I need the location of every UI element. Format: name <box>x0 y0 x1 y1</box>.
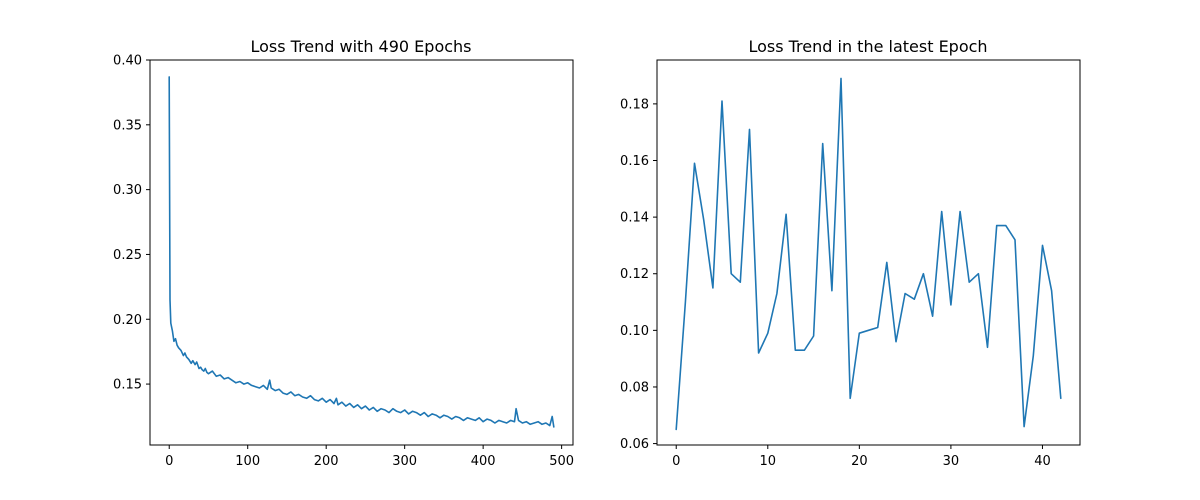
x-tick-label: 40 <box>1034 454 1051 469</box>
chart-title: Loss Trend with 490 Epochs <box>250 37 471 56</box>
plot-frame <box>149 59 574 446</box>
series-line <box>675 77 1062 431</box>
y-axis-ticks: 0.06 0.08 0.10 0.12 0.14 0.16 0.18 <box>620 97 657 452</box>
series-line <box>168 76 555 428</box>
y-tick-label: 0.20 <box>113 313 142 328</box>
chart-title: Loss Trend in the latest Epoch <box>748 37 987 56</box>
x-tick-label: 0 <box>165 454 173 469</box>
x-tick-label: 500 <box>549 454 574 469</box>
y-tick-label: 0.14 <box>620 211 649 226</box>
y-tick-label: 0.25 <box>113 248 142 263</box>
x-tick-label: 10 <box>760 454 777 469</box>
chart-loss-trend-all-epochs: Loss Trend with 490 Epochs 0 100 200 300 400… <box>113 37 574 469</box>
x-tick-label: 300 <box>392 454 417 469</box>
x-axis-ticks: 0 10 20 30 40 <box>672 445 1051 469</box>
y-tick-label: 0.30 <box>113 183 142 198</box>
y-tick-label: 0.35 <box>113 118 142 133</box>
x-tick-label: 0 <box>672 454 680 469</box>
x-tick-label: 30 <box>943 454 960 469</box>
y-tick-label: 0.10 <box>620 324 649 339</box>
y-tick-label: 0.18 <box>620 97 649 112</box>
plot-frame <box>656 59 1081 446</box>
chart-loss-trend-latest-epoch: Loss Trend in the latest Epoch 0 10 20 30 40… <box>620 37 1081 469</box>
x-tick-label: 200 <box>314 454 339 469</box>
x-axis-ticks: 0 100 200 300 400 500 <box>165 445 574 469</box>
x-tick-label: 100 <box>235 454 260 469</box>
y-tick-label: 0.06 <box>620 437 649 452</box>
y-axis-ticks: 0.15 0.20 0.25 0.30 0.35 0.40 <box>113 54 150 393</box>
y-tick-label: 0.08 <box>620 380 649 395</box>
x-tick-label: 20 <box>851 454 868 469</box>
y-tick-label: 0.40 <box>113 54 142 69</box>
y-tick-label: 0.16 <box>620 154 649 169</box>
y-tick-label: 0.15 <box>113 378 142 393</box>
x-tick-label: 400 <box>471 454 496 469</box>
y-tick-label: 0.12 <box>620 267 649 282</box>
